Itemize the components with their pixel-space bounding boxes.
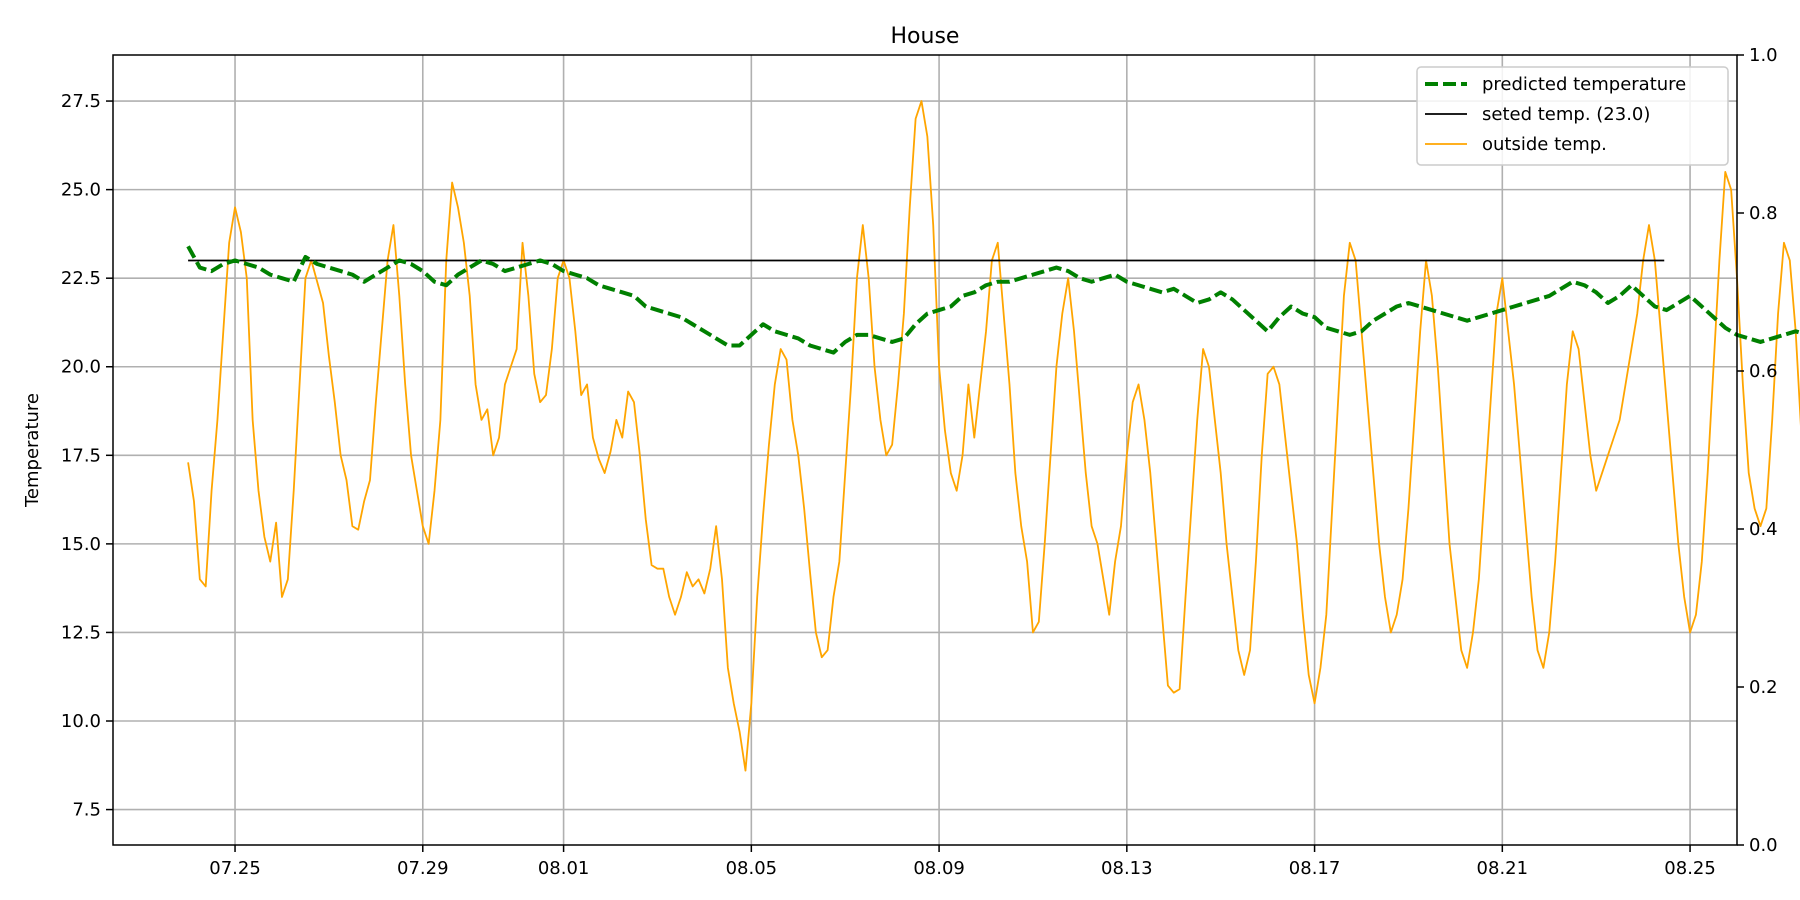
x-tick-label: 08.25	[1664, 858, 1716, 879]
chart-title: House	[891, 24, 960, 49]
y-axis-right: 0.0 0.2 0.4 0.6 0.8 1.0	[1737, 45, 1778, 856]
y-tick-label: 22.5	[61, 268, 101, 289]
series-line-predicted-temp	[186, 245, 1800, 355]
x-tick-label: 07.29	[397, 858, 449, 879]
x-tick-label: 08.09	[913, 858, 965, 879]
y-tick-label: 15.0	[61, 534, 101, 555]
y2-tick-label: 0.8	[1749, 203, 1778, 224]
series-line-outside-temp	[187, 100, 1800, 772]
y2-tick-label: 0.6	[1749, 361, 1778, 382]
axes-frame	[112, 54, 1738, 846]
y-tick-label: 27.5	[61, 91, 101, 112]
y2-tick-label: 0.4	[1749, 519, 1778, 540]
x-tick-label: 08.05	[726, 858, 778, 879]
y-tick-label: 25.0	[61, 180, 101, 201]
y-tick-label: 17.5	[61, 445, 101, 466]
gridlines	[113, 55, 1737, 845]
x-tick-label: 08.01	[538, 858, 590, 879]
x-tick-label: 08.17	[1289, 858, 1341, 879]
legend-label: outside temp.	[1482, 134, 1607, 155]
plot-area	[186, 100, 1800, 772]
y2-tick-label: 0.0	[1749, 835, 1778, 856]
legend-label: seted temp. (23.0)	[1482, 104, 1650, 125]
legend-box	[1416, 66, 1729, 166]
y-axis-left: 7.5 10.0 12.5 15.0 17.5 20.0 22.5 25.0 27.5	[61, 91, 113, 821]
legend-label: predicted temperature	[1482, 74, 1686, 95]
y2-tick-label: 1.0	[1749, 45, 1778, 66]
y-tick-label: 7.5	[72, 800, 101, 821]
x-axis: 07.25 07.29 08.01 08.05 08.09 08.13 08.17 08.21…	[209, 845, 1716, 879]
x-tick-label: 07.25	[209, 858, 261, 879]
y-tick-label: 10.0	[61, 711, 101, 732]
y2-tick-label: 0.2	[1749, 677, 1778, 698]
y-axis-label: Temperature	[22, 393, 43, 508]
x-tick-label: 08.13	[1101, 858, 1153, 879]
y-tick-label: 12.5	[61, 622, 101, 643]
x-tick-label: 08.21	[1477, 858, 1529, 879]
y-tick-label: 20.0	[61, 357, 101, 378]
legend: predicted temperature seted temp. (23.0) o…	[1416, 66, 1729, 166]
